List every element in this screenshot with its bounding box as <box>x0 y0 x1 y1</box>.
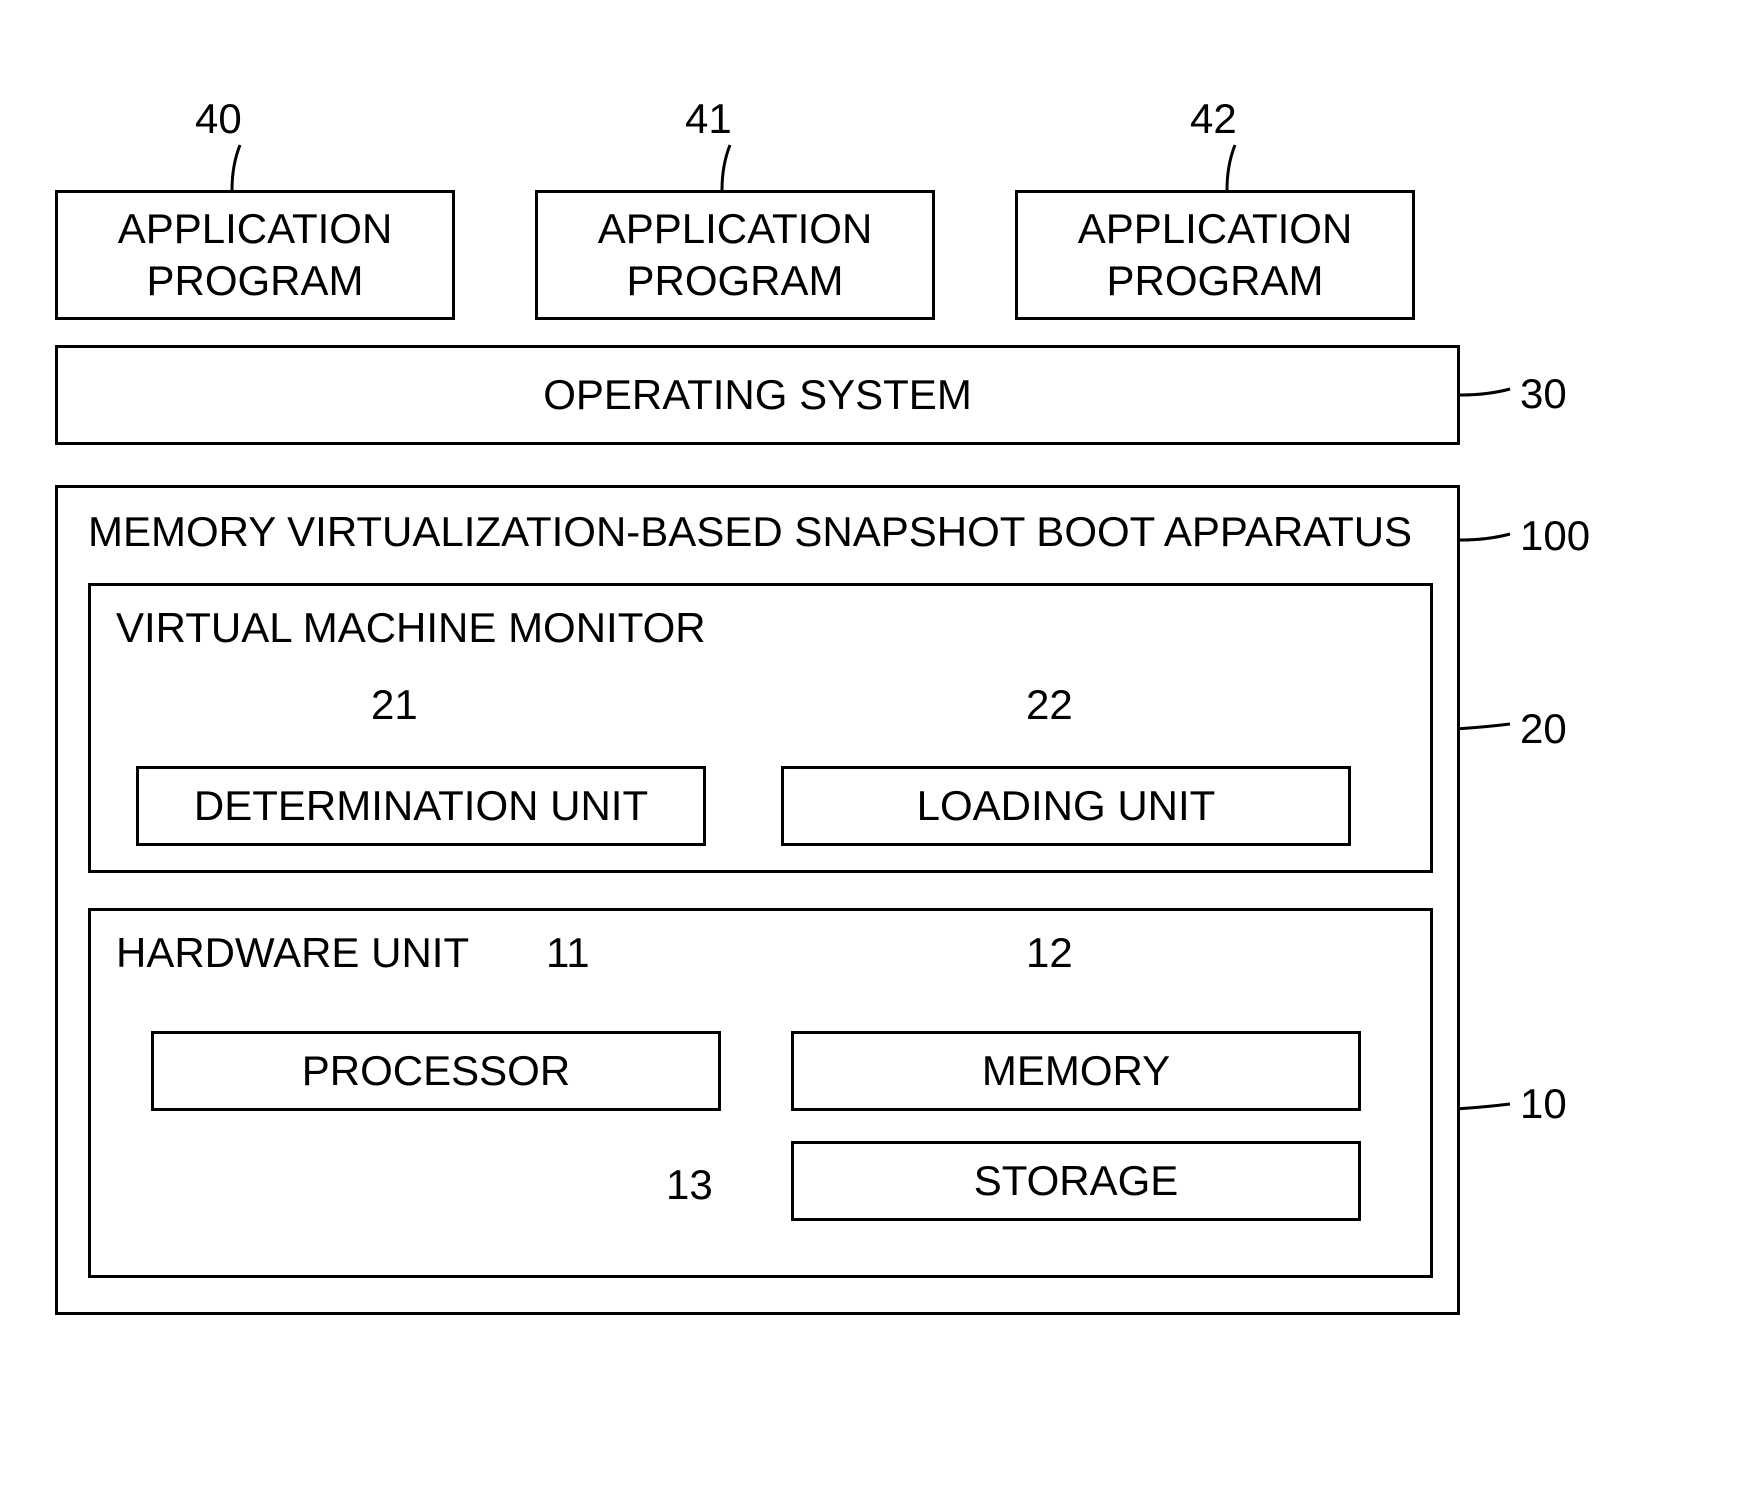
diagram-canvas: 40 41 42 APPLICATIONPROGRAM APPLICATIONP… <box>0 0 1758 1499</box>
block-determination: DETERMINATION UNIT <box>136 766 706 846</box>
block-storage-label: STORAGE <box>974 1155 1179 1208</box>
block-memory-label: MEMORY <box>982 1045 1170 1098</box>
block-processor: PROCESSOR <box>151 1031 721 1111</box>
ref-40: 40 <box>195 95 242 143</box>
block-storage: STORAGE <box>791 1141 1361 1221</box>
block-hardware-title: HARDWARE UNIT <box>116 929 469 977</box>
ref-12: 12 <box>1026 929 1073 977</box>
block-processor-label: PROCESSOR <box>302 1045 570 1098</box>
block-apparatus-title: MEMORY VIRTUALIZATION-BASED SNAPSHOT BOO… <box>88 508 1412 556</box>
block-vmm-title: VIRTUAL MACHINE MONITOR <box>116 604 706 652</box>
ref-13: 13 <box>666 1161 713 1209</box>
block-os: OPERATING SYSTEM <box>55 345 1460 445</box>
block-app-42: APPLICATIONPROGRAM <box>1015 190 1415 320</box>
block-app-41-label: APPLICATIONPROGRAM <box>598 203 873 308</box>
ref-21: 21 <box>371 681 418 729</box>
ref-41: 41 <box>685 95 732 143</box>
ref-10: 10 <box>1520 1080 1567 1128</box>
ref-30: 30 <box>1520 370 1567 418</box>
block-loading-label: LOADING UNIT <box>917 780 1216 833</box>
block-memory: MEMORY <box>791 1031 1361 1111</box>
block-vmm: VIRTUAL MACHINE MONITOR 21 22 DETERMINAT… <box>88 583 1433 873</box>
ref-42: 42 <box>1190 95 1237 143</box>
block-apparatus: MEMORY VIRTUALIZATION-BASED SNAPSHOT BOO… <box>55 485 1460 1315</box>
ref-100: 100 <box>1520 512 1590 560</box>
block-app-42-label: APPLICATIONPROGRAM <box>1078 203 1353 308</box>
block-loading: LOADING UNIT <box>781 766 1351 846</box>
ref-20: 20 <box>1520 705 1567 753</box>
ref-11: 11 <box>546 929 590 977</box>
block-hardware: HARDWARE UNIT 11 12 PROCESSOR MEMORY 13 … <box>88 908 1433 1278</box>
block-os-label: OPERATING SYSTEM <box>543 369 972 422</box>
block-app-41: APPLICATIONPROGRAM <box>535 190 935 320</box>
block-app-40-label: APPLICATIONPROGRAM <box>118 203 393 308</box>
block-app-40: APPLICATIONPROGRAM <box>55 190 455 320</box>
block-determination-label: DETERMINATION UNIT <box>194 780 648 833</box>
ref-22: 22 <box>1026 681 1073 729</box>
